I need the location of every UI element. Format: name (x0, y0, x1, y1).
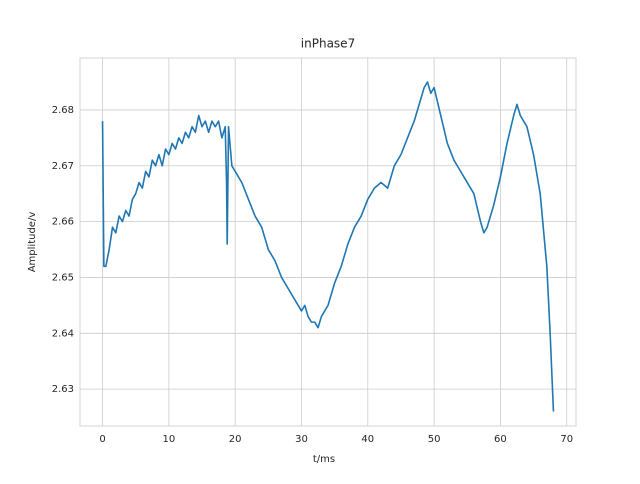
x-tick-label: 50 (428, 434, 441, 445)
x-tick-label: 30 (295, 434, 308, 445)
x-tick-label: 20 (229, 434, 242, 445)
y-tick-label: 2.64 (52, 328, 74, 339)
x-tick-label: 70 (560, 434, 573, 445)
data-line (101, 81, 555, 412)
axes-frame (79, 57, 577, 427)
y-tick-label: 2.67 (52, 161, 74, 172)
x-tick-label: 60 (494, 434, 507, 445)
y-tick-label: 2.65 (52, 272, 74, 283)
chart-title: inPhase7 (301, 37, 355, 51)
x-tick-label: 0 (99, 434, 105, 445)
x-axis-label: t/ms (313, 454, 335, 465)
y-tick-label: 2.63 (52, 384, 74, 395)
y-tick-label: 2.68 (52, 105, 74, 116)
x-tick-label: 10 (162, 434, 175, 445)
y-axis-label: Amplitude/v (27, 212, 38, 273)
x-tick-label: 40 (361, 434, 374, 445)
y-tick-label: 2.66 (52, 217, 74, 228)
